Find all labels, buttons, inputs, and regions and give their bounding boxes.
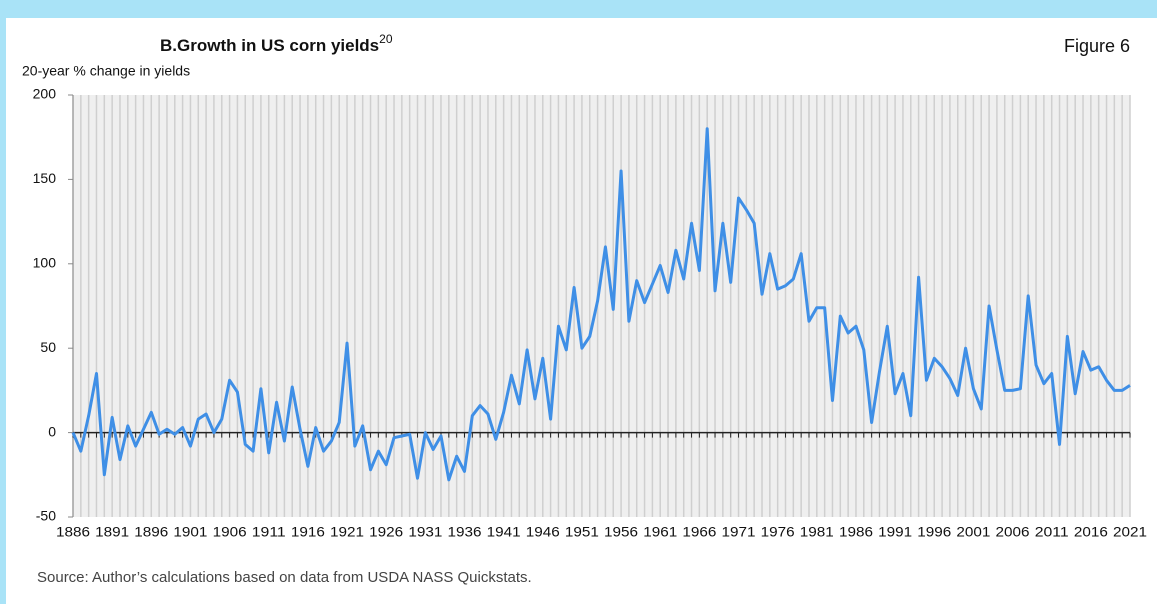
y-tick-label: 100 (33, 255, 57, 271)
x-tick-label: 1946 (526, 524, 560, 540)
x-tick-label: 2001 (956, 524, 990, 540)
x-tick-label: 2016 (1074, 524, 1108, 540)
y-tick-label: 50 (40, 339, 56, 355)
x-tick-label: 1936 (447, 524, 481, 540)
x-tick-label: 1921 (330, 524, 364, 540)
x-tick-label: 1981 (800, 524, 834, 540)
title-text: B.Growth in US corn yields (160, 36, 379, 55)
x-tick-label: 1976 (761, 524, 795, 540)
y-tick-label: 0 (48, 423, 56, 439)
y-tick-label: 200 (33, 86, 57, 102)
y-tick-label: 150 (33, 170, 57, 186)
x-tick-label: 1926 (369, 524, 403, 540)
x-tick-label: 1916 (291, 524, 325, 540)
y-tick-label: -50 (36, 508, 56, 524)
x-tick-label: 1931 (408, 524, 442, 540)
x-tick-label: 2006 (996, 524, 1030, 540)
x-tick-label: 1901 (173, 524, 207, 540)
x-tick-label: 1991 (878, 524, 912, 540)
x-tick-label: 2021 (1113, 524, 1147, 540)
x-tick-label: 1911 (252, 524, 286, 540)
source-note: Source: Author’s calculations based on d… (37, 569, 532, 586)
x-tick-label: 1961 (643, 524, 677, 540)
x-tick-label: 1891 (95, 524, 129, 540)
x-tick-label: 1971 (722, 524, 756, 540)
x-tick-label: 1886 (56, 524, 90, 540)
data-line (71, 127, 1131, 482)
y-axis-label: 20-year % change in yields (22, 63, 190, 79)
x-tick-label: 2011 (1035, 524, 1069, 540)
x-tick-label: 1941 (487, 524, 521, 540)
x-tick-label: 1996 (917, 524, 951, 540)
x-tick-label: 1956 (604, 524, 638, 540)
x-tick-label: 1986 (839, 524, 873, 540)
chart-title: B.Growth in US corn yields20 (160, 32, 393, 55)
title-superscript: 20 (379, 32, 393, 46)
x-tick-label: 1951 (565, 524, 599, 540)
x-tick-label: 1896 (134, 524, 168, 540)
figure-label: Figure 6 (1064, 36, 1130, 56)
x-tick-label: 1966 (682, 524, 716, 540)
x-tick-label: 1906 (213, 524, 247, 540)
plot-area (73, 95, 1130, 517)
